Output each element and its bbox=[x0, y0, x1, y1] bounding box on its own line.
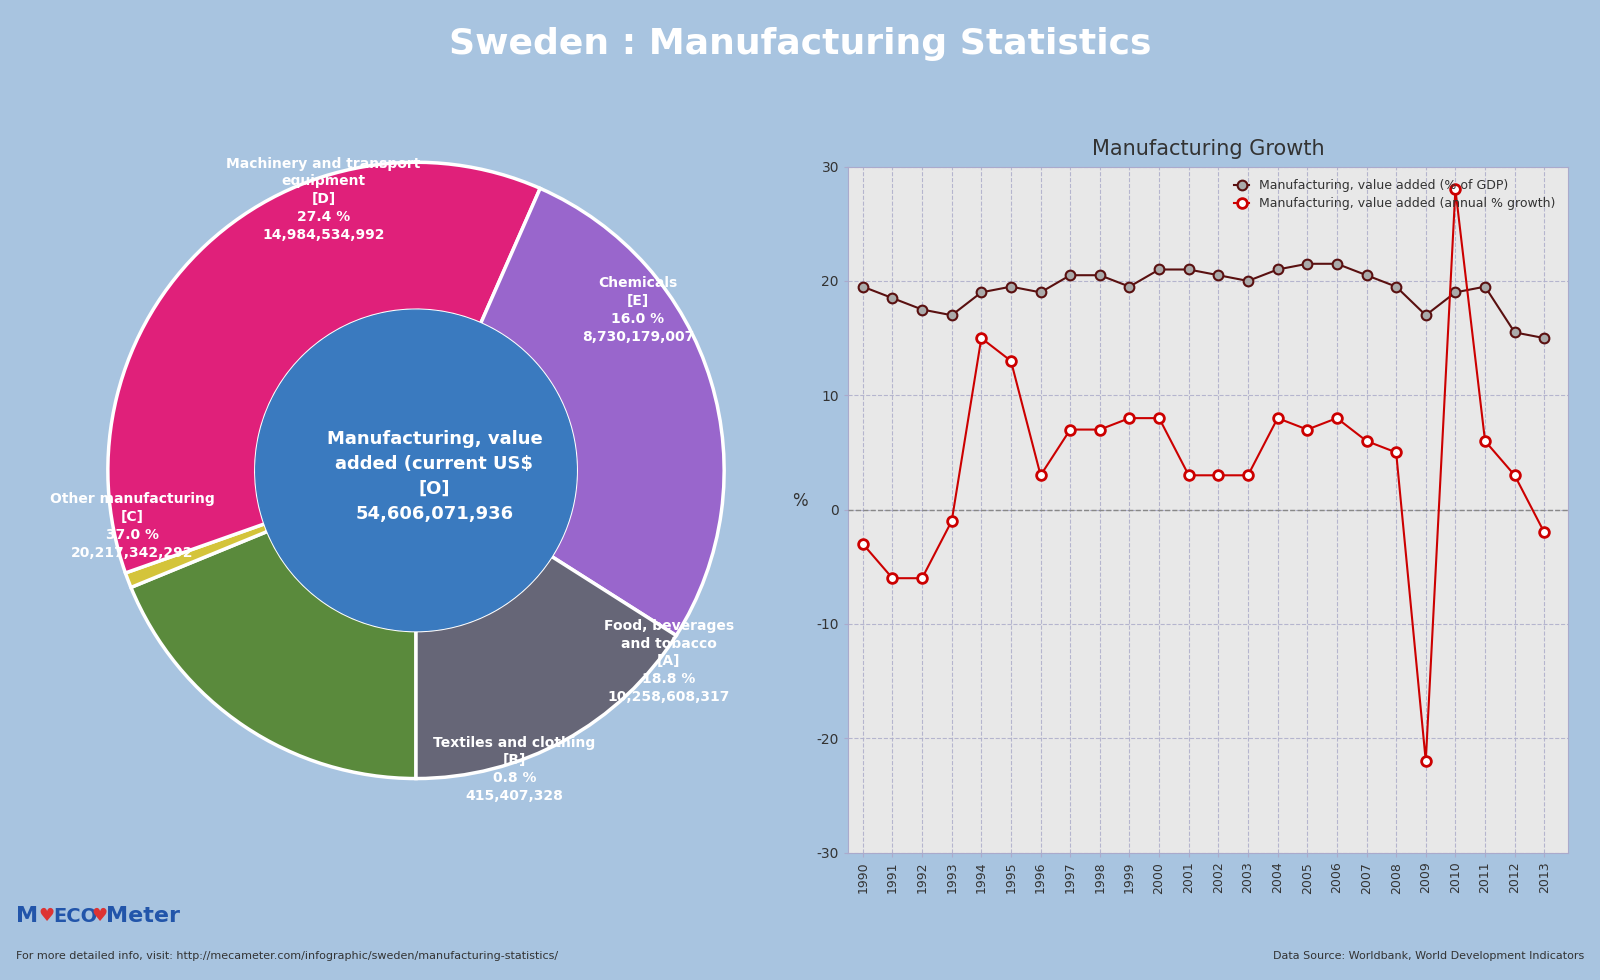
Text: Meter: Meter bbox=[106, 906, 179, 926]
Manufacturing, value added (annual % growth) bbox=[1269, 413, 1288, 424]
Legend: Manufacturing, value added (% of GDP), Manufacturing, value added (annual % grow: Manufacturing, value added (% of GDP), M… bbox=[1227, 172, 1562, 217]
Manufacturing, value added (annual % growth) bbox=[1298, 423, 1317, 435]
Text: Manufacturing, value
added (current US$
[O]
54,606,071,936: Manufacturing, value added (current US$ … bbox=[326, 430, 542, 523]
Wedge shape bbox=[480, 188, 725, 635]
Text: Sweden : Manufacturing Statistics: Sweden : Manufacturing Statistics bbox=[448, 27, 1152, 61]
Manufacturing, value added (annual % growth) bbox=[1446, 183, 1466, 195]
Manufacturing, value added (annual % growth) bbox=[883, 572, 902, 584]
Manufacturing, value added (annual % growth) bbox=[853, 538, 872, 550]
Text: ♥: ♥ bbox=[38, 907, 54, 925]
Manufacturing, value added (annual % growth) bbox=[1061, 423, 1080, 435]
Manufacturing, value added (% of GDP) bbox=[1061, 270, 1080, 281]
Manufacturing, value added (annual % growth) bbox=[1090, 423, 1109, 435]
Line: Manufacturing, value added (annual % growth): Manufacturing, value added (annual % gro… bbox=[858, 184, 1549, 766]
Manufacturing, value added (annual % growth) bbox=[1208, 469, 1227, 481]
Manufacturing, value added (% of GDP) bbox=[1120, 280, 1139, 292]
Manufacturing, value added (annual % growth) bbox=[1416, 756, 1435, 767]
Manufacturing, value added (annual % growth) bbox=[971, 332, 990, 344]
Manufacturing, value added (% of GDP) bbox=[1208, 270, 1227, 281]
Wedge shape bbox=[125, 523, 267, 587]
Manufacturing, value added (annual % growth) bbox=[1357, 435, 1376, 447]
Text: Food, beverages
and tobacco
[A]
18.8 %
10,258,608,317: Food, beverages and tobacco [A] 18.8 % 1… bbox=[603, 618, 734, 705]
Manufacturing, value added (% of GDP) bbox=[1446, 286, 1466, 298]
Manufacturing, value added (% of GDP) bbox=[1238, 275, 1258, 287]
Wedge shape bbox=[131, 531, 416, 778]
Manufacturing, value added (% of GDP) bbox=[912, 304, 931, 316]
Manufacturing, value added (annual % growth) bbox=[1120, 413, 1139, 424]
Manufacturing, value added (annual % growth) bbox=[1475, 435, 1494, 447]
Manufacturing, value added (% of GDP) bbox=[883, 292, 902, 304]
Manufacturing, value added (% of GDP) bbox=[1179, 264, 1198, 275]
Manufacturing, value added (annual % growth) bbox=[1179, 469, 1198, 481]
Manufacturing, value added (annual % growth) bbox=[1506, 469, 1525, 481]
Text: ♥: ♥ bbox=[91, 907, 107, 925]
Wedge shape bbox=[107, 163, 541, 573]
Manufacturing, value added (annual % growth) bbox=[1328, 413, 1347, 424]
Manufacturing, value added (% of GDP) bbox=[971, 286, 990, 298]
Line: Manufacturing, value added (% of GDP): Manufacturing, value added (% of GDP) bbox=[858, 259, 1549, 343]
Manufacturing, value added (% of GDP) bbox=[1387, 280, 1406, 292]
Text: Other manufacturing
[C]
37.0 %
20,217,342,292: Other manufacturing [C] 37.0 % 20,217,34… bbox=[50, 492, 214, 560]
Manufacturing, value added (annual % growth) bbox=[1387, 447, 1406, 459]
Text: ECO: ECO bbox=[53, 906, 98, 926]
Text: For more detailed info, visit: http://mecameter.com/infographic/sweden/manufactu: For more detailed info, visit: http://me… bbox=[16, 951, 558, 960]
Manufacturing, value added (% of GDP) bbox=[1090, 270, 1109, 281]
Manufacturing, value added (% of GDP) bbox=[1534, 332, 1554, 344]
Manufacturing, value added (annual % growth) bbox=[1238, 469, 1258, 481]
Manufacturing, value added (annual % growth) bbox=[1149, 413, 1168, 424]
Text: Machinery and transport
equipment
[D]
27.4 %
14,984,534,992: Machinery and transport equipment [D] 27… bbox=[226, 157, 421, 242]
Manufacturing, value added (annual % growth) bbox=[912, 572, 931, 584]
Wedge shape bbox=[416, 557, 677, 778]
Manufacturing, value added (% of GDP) bbox=[1416, 310, 1435, 321]
Title: Manufacturing Growth: Manufacturing Growth bbox=[1091, 139, 1325, 160]
Text: Chemicals
[E]
16.0 %
8,730,179,007: Chemicals [E] 16.0 % 8,730,179,007 bbox=[582, 276, 694, 344]
Manufacturing, value added (% of GDP) bbox=[1506, 326, 1525, 338]
Manufacturing, value added (annual % growth) bbox=[1030, 469, 1050, 481]
Circle shape bbox=[256, 310, 576, 631]
Manufacturing, value added (% of GDP) bbox=[1357, 270, 1376, 281]
Text: Data Source: Worldbank, World Development Indicators: Data Source: Worldbank, World Developmen… bbox=[1272, 951, 1584, 960]
Manufacturing, value added (% of GDP) bbox=[942, 310, 962, 321]
Manufacturing, value added (% of GDP) bbox=[1149, 264, 1168, 275]
Manufacturing, value added (annual % growth) bbox=[1534, 526, 1554, 538]
Y-axis label: %: % bbox=[792, 492, 808, 510]
Text: Textiles and clothing
[B]
0.8 %
415,407,328: Textiles and clothing [B] 0.8 % 415,407,… bbox=[434, 736, 595, 803]
Text: M: M bbox=[16, 906, 38, 926]
Manufacturing, value added (% of GDP) bbox=[1328, 258, 1347, 270]
Manufacturing, value added (% of GDP) bbox=[853, 280, 872, 292]
Manufacturing, value added (% of GDP) bbox=[1475, 280, 1494, 292]
Manufacturing, value added (% of GDP) bbox=[1298, 258, 1317, 270]
Manufacturing, value added (annual % growth) bbox=[942, 515, 962, 527]
Manufacturing, value added (annual % growth) bbox=[1002, 355, 1021, 367]
Manufacturing, value added (% of GDP) bbox=[1269, 264, 1288, 275]
Manufacturing, value added (% of GDP) bbox=[1030, 286, 1050, 298]
Manufacturing, value added (% of GDP) bbox=[1002, 280, 1021, 292]
